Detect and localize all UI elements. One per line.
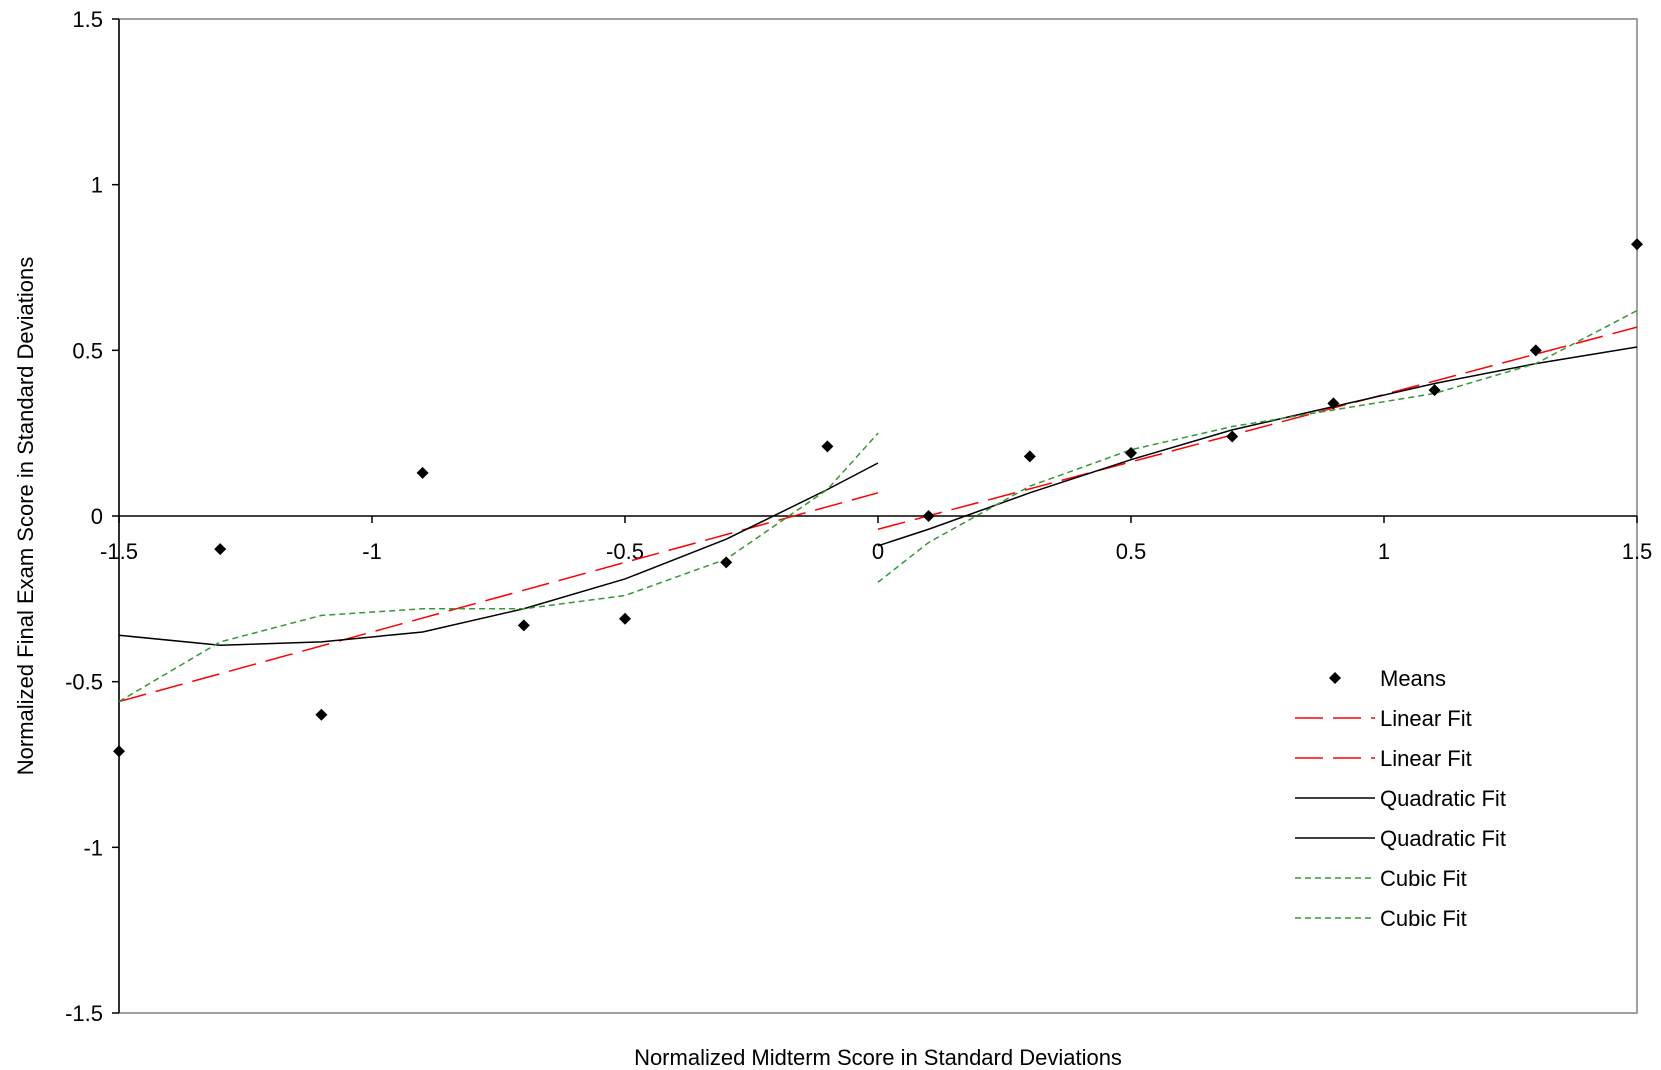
linear-fit-line (877, 326, 1638, 530)
means-point (1631, 238, 1643, 251)
cubic-fit-line (118, 432, 879, 703)
y-tick-label: 0.5 (72, 338, 103, 363)
x-tick-label: -1.5 (100, 539, 138, 564)
means-point (1226, 430, 1239, 443)
linear-fit-line (118, 492, 879, 703)
legend-label-linear-fit: Linear Fit (1380, 706, 1472, 731)
y-axis-title: Normalized Final Exam Score in Standard … (13, 257, 38, 775)
means-point (214, 543, 227, 556)
means-point (1125, 447, 1137, 460)
cubic-fit-line (877, 309, 1638, 583)
legend-label-means: Means (1380, 666, 1446, 691)
means-point (1428, 384, 1441, 397)
y-tick-label: -1 (83, 835, 103, 860)
legend-label-linear-fit: Linear Fit (1380, 746, 1472, 771)
means-point (720, 556, 733, 569)
means-point (113, 745, 125, 758)
legend-marker-means (1329, 672, 1341, 684)
means-point (821, 440, 834, 453)
means-point (1529, 344, 1542, 357)
legend-label-quadratic-fit: Quadratic Fit (1380, 826, 1506, 851)
axes: -1.5 -1 -0.5 0 0.5 1 1.5 -1.5 -1 -0.5 0 0.5 1 1.5 (65, 7, 1652, 1026)
means-point (1327, 397, 1340, 410)
quadratic-fit-line (118, 462, 879, 646)
y-tick-label: -1.5 (65, 1001, 103, 1026)
means-point (416, 466, 429, 479)
y-tick-label: 1 (91, 173, 103, 198)
means-point (922, 510, 935, 522)
means-point (1023, 450, 1036, 463)
y-tick-label: 1.5 (72, 7, 103, 32)
y-tick-label: -0.5 (65, 670, 103, 695)
legend-label-cubic-fit: Cubic Fit (1380, 906, 1467, 931)
series-layer (113, 238, 1643, 758)
legend-label-cubic-fit: Cubic Fit (1380, 866, 1467, 891)
y-tick-label: 0 (91, 504, 103, 529)
legend-label-quadratic-fit: Quadratic Fit (1380, 786, 1506, 811)
x-tick-label: -1 (362, 539, 382, 564)
x-tick-label: 0.5 (1116, 539, 1147, 564)
legend: Means Linear Fit Linear Fit Quadratic Fit Qu… (1295, 666, 1506, 931)
means-point (315, 708, 328, 721)
x-tick-label: 1.5 (1622, 539, 1653, 564)
x-tick-label: 1 (1378, 539, 1390, 564)
means-point (517, 619, 530, 632)
x-axis-title: Normalized Midterm Score in Standard Dev… (634, 1045, 1122, 1070)
means-point (619, 612, 631, 625)
quadratic-fit-line (877, 346, 1638, 547)
x-tick-label: -0.5 (606, 539, 644, 564)
x-tick-label: 0 (872, 539, 884, 564)
